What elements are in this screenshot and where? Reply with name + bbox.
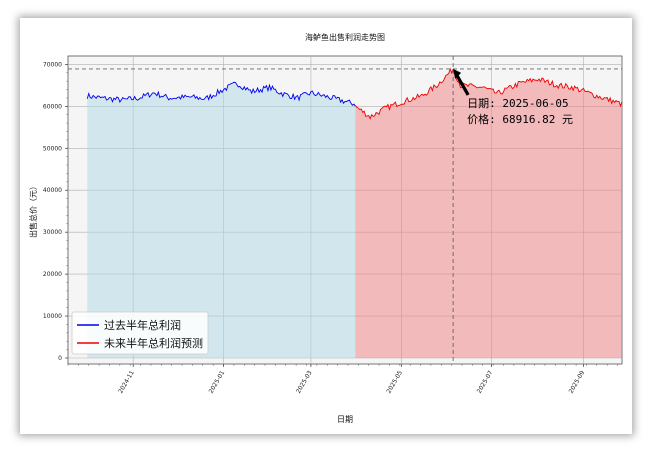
area-fills [87, 69, 622, 359]
legend-label-past: 过去半年总利润 [104, 318, 181, 332]
chart-frame: 0 10000 20000 30000 40000 50000 60000 70000 2024… [20, 18, 632, 434]
legend: 过去半年总利润 未来半年总利润预测 [71, 311, 209, 355]
annotation-price: 价格: 68916.82 元 [467, 112, 573, 126]
chart-svg: 0100002000030000400005000060000700002024… [20, 18, 632, 434]
reference-lines [68, 56, 622, 364]
legend-box [71, 311, 209, 355]
series-lines [86, 67, 623, 120]
legend-label-forecast: 未来半年总利润预测 [104, 336, 203, 350]
y-tick-label: 0 [58, 355, 62, 362]
series-fill-1 [355, 69, 622, 358]
annotation-arrow-shaft [454, 73, 470, 96]
chart-title: 海鲈鱼出售利润走势图 [305, 32, 385, 42]
y-axis-label: 出售总价（元） [28, 182, 38, 238]
series-line-1 [355, 67, 623, 120]
y-tick-label: 70000 [43, 61, 62, 68]
annotation-arrow-head [453, 68, 462, 79]
y-tick-label: 20000 [43, 271, 62, 278]
peak-annotation: 日期: 2025-06-05 价格: 68916.82 元 [453, 68, 573, 126]
annotation-date: 日期: 2025-06-05 [467, 97, 568, 110]
series-line-0 [86, 81, 356, 107]
x-axis-label: 日期 [337, 415, 353, 424]
y-tick-label: 40000 [43, 187, 62, 194]
y-tick-label: 60000 [43, 103, 62, 110]
series-fill-0 [87, 82, 356, 359]
y-tick-label: 50000 [43, 145, 62, 152]
y-tick-label: 10000 [43, 313, 62, 320]
y-tick-label: 30000 [43, 229, 62, 236]
